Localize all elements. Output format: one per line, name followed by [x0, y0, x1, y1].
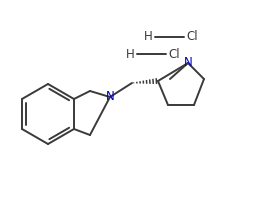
- Text: H: H: [125, 47, 134, 61]
- Text: N: N: [105, 89, 114, 102]
- Text: Cl: Cl: [186, 31, 198, 43]
- Text: N: N: [184, 56, 192, 68]
- Text: H: H: [144, 31, 152, 43]
- Text: Cl: Cl: [168, 47, 180, 61]
